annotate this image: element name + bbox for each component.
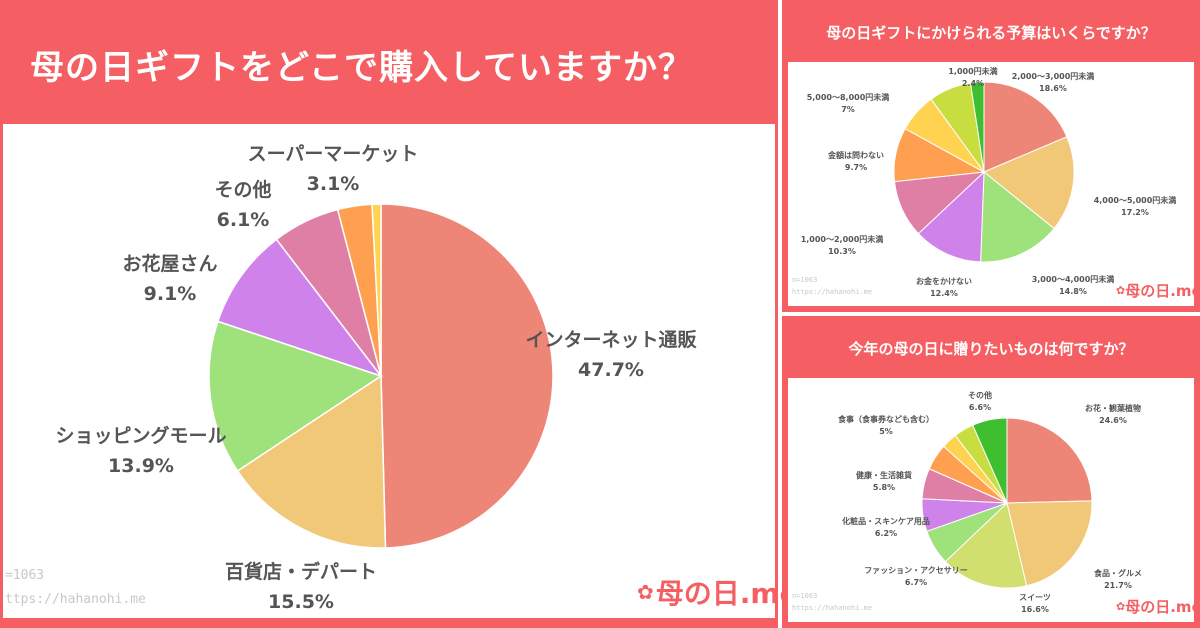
slice-label: 1,000円未満 (948, 66, 997, 76)
pie-slice (983, 81, 1068, 173)
slice-label: スーパーマーケット (248, 143, 419, 165)
slice-label: 5,000〜8,000円未満 (807, 92, 890, 102)
slice-value-label: 10.3% (828, 247, 856, 256)
slice-label: インターネット通販 (525, 329, 697, 351)
pie-slice (1006, 417, 1093, 504)
slice-value-label: 21.7% (1104, 581, 1132, 590)
pie-slice (1006, 500, 1093, 587)
slice-label: 3,000〜4,000円未満 (1032, 274, 1115, 284)
gift-title: 今年の母の日に贈りたいものは何ですか？ (848, 340, 1134, 358)
slice-value-label: 13.9% (108, 455, 174, 477)
pie-slice (983, 136, 1075, 230)
budget-pie-chart: 2,000〜3,000円未満 18.6% 4,000〜5,000円未満 17.2% 3,… (801, 66, 1177, 298)
slice-value-label: 7% (841, 105, 855, 114)
slice-value-label: 24.6% (1099, 416, 1127, 425)
slice-value-label: 3.1% (307, 173, 360, 195)
brand-logo: ✿ 母の日.me (1116, 282, 1200, 300)
slice-label: 4,000〜5,000円未満 (1094, 195, 1177, 205)
slice-value-label: 16.6% (1021, 605, 1049, 614)
slice-label: その他 (214, 178, 271, 201)
budget-panel: 母の日ギフトにかけられる予算はいくらですか？ 2,000〜3,000円未満 18.… (782, 0, 1200, 312)
budget-chart-area: 2,000〜3,000円未満 18.6% 4,000〜5,000円未満 17.2% 3,… (788, 62, 1200, 306)
carnation-icon: ✿ (1116, 600, 1126, 613)
slice-value-label: 5% (879, 427, 893, 436)
slice-label: お花屋さん (122, 252, 217, 275)
slice-value-label: 9.7% (845, 163, 867, 172)
sample-size-note: n=1063 (792, 276, 818, 284)
slice-label: 百貨店・デパート (225, 560, 377, 583)
slice-label: お花・観葉植物 (1085, 403, 1141, 413)
slice-value-label: 6.1% (217, 209, 270, 231)
slice-label: お金をかけない (916, 276, 972, 286)
slice-value-label: 2.4% (962, 79, 984, 88)
pie-slice (216, 238, 384, 378)
purchase-place-pie-chart: インターネット通販 47.7% 百貨店・デパート 15.5% ショッピングモール 13.9… (55, 143, 697, 613)
slice-value-label: 6.7% (905, 578, 927, 587)
slice-value-label: 15.5% (268, 591, 334, 613)
slice-label: ショッピングモール (55, 424, 226, 447)
slice-value-label: 14.8% (1059, 287, 1087, 296)
slice-label: 金額は問わない (827, 150, 884, 160)
slice-label: ファッション・アクセサリー (864, 565, 968, 575)
slice-label: スイーツ (1019, 593, 1051, 602)
slice-value-label: 6.2% (875, 529, 897, 538)
brand-logo: ✿ 母の日.me (1116, 598, 1200, 616)
slice-value-label: 5.8% (873, 483, 895, 492)
carnation-icon: ✿ (1116, 284, 1126, 297)
source-url: https://hahanohi.me (792, 604, 873, 612)
slice-label: 2,000〜3,000円未満 (1012, 71, 1095, 81)
pie-slice (972, 417, 1008, 504)
sample-size-note: n=1063 (792, 592, 818, 600)
purchase-place-chart-area: インターネット通販 47.7% 百貨店・デパート 15.5% ショッピングモール 13.9… (3, 124, 799, 618)
source-url: https://hahanohi.me (792, 288, 873, 296)
source-url: ttps://hahanohi.me (5, 592, 146, 607)
slice-value-label: 47.7% (578, 359, 644, 381)
sample-size-note: =1063 (5, 568, 45, 583)
pie-slice (380, 203, 554, 549)
gift-chart-area: お花・観葉植物 24.6% 食品・グルメ 21.7% スイーツ 16.6% ファッション・ア… (788, 378, 1200, 622)
slice-value-label: 17.2% (1121, 208, 1149, 217)
slice-label: 食事（食事券なども含む） (838, 414, 934, 424)
slice-label: 健康・生活雑貨 (856, 470, 912, 480)
slice-value-label: 12.4% (930, 289, 958, 298)
slice-label: 化粧品・スキンケア用品 (842, 516, 930, 526)
carnation-icon: ✿ (637, 580, 654, 604)
slice-value-label: 18.6% (1039, 84, 1067, 93)
slice-label: その他 (968, 390, 992, 400)
slice-value-label: 9.1% (144, 283, 197, 305)
brand-logo: ✿ 母の日.me (637, 577, 799, 610)
pie-slice (944, 502, 1028, 589)
gift-pie-chart: お花・観葉植物 24.6% 食品・グルメ 21.7% スイーツ 16.6% ファッション・ア… (838, 390, 1142, 614)
slice-label: 食品・グルメ (1094, 568, 1142, 578)
pie-slice (969, 81, 985, 173)
pie-slice (236, 374, 387, 549)
gift-panel: 今年の母の日に贈りたいものは何ですか？ お花・観葉植物 24.6% 食品・グルメ 21… (782, 316, 1200, 628)
budget-title: 母の日ギフトにかけられる予算はいくらですか？ (826, 24, 1156, 42)
pie-slice (208, 320, 383, 472)
slice-value-label: 6.6% (969, 403, 991, 412)
pie-slice (371, 203, 382, 377)
pie-slice (917, 170, 985, 263)
purchase-place-panel: 母の日ギフトをどこで購入していますか？ インターネット通販 47.7% 百貨店・デパ… (0, 0, 799, 628)
slice-label: 1,000〜2,000円未満 (801, 234, 884, 244)
pie-slice (980, 170, 1055, 263)
purchase-place-title: 母の日ギフトをどこで購入していますか？ (30, 48, 693, 88)
